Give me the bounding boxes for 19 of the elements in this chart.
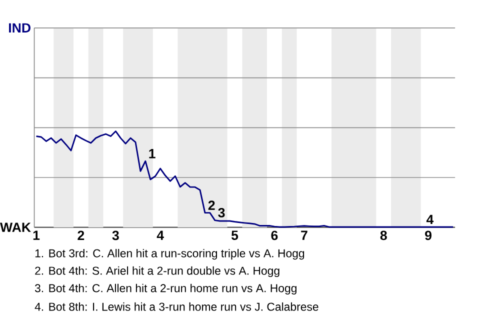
annotation: 1 — [149, 149, 156, 158]
x-tick-label: 4 — [156, 230, 164, 240]
text: 1. Bot 3rd: C. Allen hit a run-scoring triple vs A. Hogg — [35, 248, 304, 260]
text: IND — [9, 23, 30, 32]
annotation: 2 — [208, 200, 215, 210]
text: 3. Bot 4th: C. Allen hit a 2-run home run vs A. Hogg — [34, 284, 296, 294]
x-tick-label: 8 — [380, 230, 387, 240]
text: 2. Bot 4th: S. Ariel hit a 2-run double vs A. Hogg — [35, 266, 280, 278]
x-tick-label: 2 — [78, 230, 84, 240]
text: WAK — [0, 222, 31, 232]
text: 4. Bot 8th: I. Lewis hit a 3-run home run vs J. Calabrese — [34, 302, 318, 311]
annotation: 4 — [426, 214, 434, 224]
x-tick-label: 6 — [271, 230, 278, 240]
x-tick-label: 9 — [425, 230, 432, 240]
x-tick-label: 3 — [112, 230, 119, 240]
annotation: 3 — [218, 208, 225, 218]
x-tick-label: 1 — [33, 230, 40, 240]
x-tick-label: 5 — [231, 230, 238, 240]
x-tick-label: 7 — [301, 230, 308, 240]
